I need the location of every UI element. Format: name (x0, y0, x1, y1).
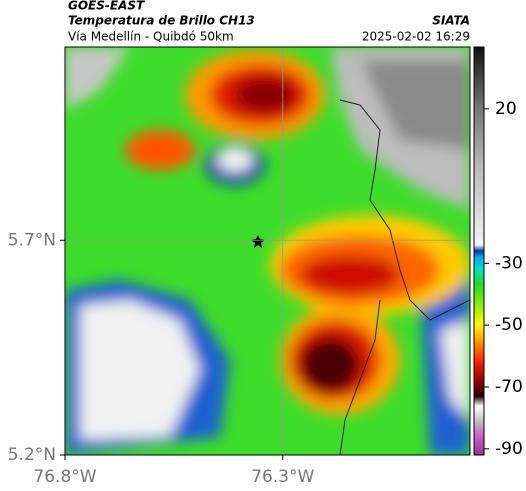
product: GOES-EAST (68, 0, 145, 13)
colorbar-tick-label: -30 (495, 253, 523, 273)
y-tick-label: 5.2°N (8, 445, 56, 465)
x-tick-label: 76.3°W (251, 467, 314, 487)
x-tick-label: 76.8°W (33, 467, 96, 487)
datetime: 2025-02-02 16:29 (362, 30, 470, 44)
subtitle: Vía Medellín - Quibdó 50km (68, 30, 234, 44)
source: SIATA (432, 14, 470, 28)
map-frame (64, 46, 471, 456)
colorbar-tick-label: -90 (495, 439, 523, 459)
colorbar-tick-label: -50 (495, 315, 523, 335)
location-marker (251, 235, 265, 248)
colorbar-tick-label: 20 (495, 99, 517, 119)
y-tick-label: 5.7°N (8, 230, 56, 250)
satellite-image (65, 47, 470, 455)
colorbar-tick-label: -70 (495, 377, 523, 397)
colorbar (473, 46, 485, 456)
title: Temperatura de Brillo CH13 (68, 14, 255, 28)
